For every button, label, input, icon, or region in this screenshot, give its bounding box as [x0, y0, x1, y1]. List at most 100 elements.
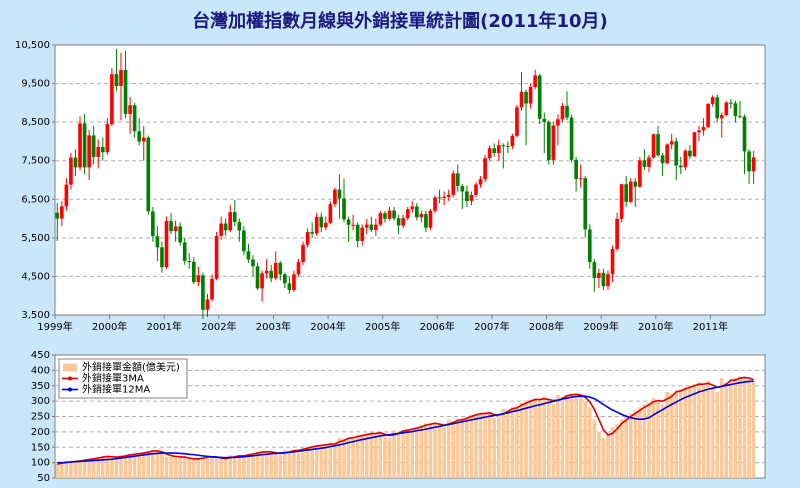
legend-marker [68, 387, 72, 392]
candle-body [651, 134, 656, 158]
bar [333, 444, 337, 478]
candle-body [146, 137, 151, 212]
candle-body [141, 137, 146, 142]
bar [533, 398, 537, 478]
bar [246, 454, 251, 478]
bar [442, 427, 446, 478]
bar [137, 454, 142, 478]
y-tick-label: 450 [31, 350, 50, 361]
candle-body [187, 261, 192, 262]
candle-body [642, 160, 647, 167]
legend-marker [68, 376, 72, 381]
bar [82, 459, 87, 478]
candle-body [342, 198, 346, 220]
candle-body [597, 272, 601, 278]
bar [292, 450, 296, 478]
candle-body [173, 226, 178, 232]
candle-body [678, 165, 683, 168]
candle-body [137, 131, 142, 142]
bar [251, 453, 255, 478]
bar [546, 401, 551, 478]
bar [283, 450, 287, 478]
candle-body [210, 278, 214, 300]
candle-body [205, 299, 210, 310]
bar [396, 431, 401, 478]
bar [264, 452, 269, 478]
candle-body [351, 224, 355, 226]
bar [415, 427, 419, 478]
candle-body [465, 191, 469, 202]
candle-body [110, 74, 114, 125]
bar [697, 382, 701, 478]
x-tick-label: 1999年 [37, 320, 72, 333]
bar [310, 445, 314, 478]
bar [383, 436, 387, 478]
bar [665, 391, 669, 478]
bar [323, 444, 328, 478]
bar [55, 464, 60, 478]
candle-body [392, 210, 396, 219]
candle-body [660, 155, 665, 164]
bar [69, 462, 73, 478]
candle-body [724, 102, 729, 116]
candle-body [633, 181, 638, 187]
candle-body [333, 189, 337, 205]
candle-body [374, 224, 378, 230]
candle-body [569, 117, 574, 160]
candle-body [96, 147, 101, 157]
candle-body [260, 273, 264, 289]
candle-body [665, 144, 669, 164]
chart-title: 台灣加權指數月線與外銷接單統計圖(2011年10月) [192, 10, 608, 32]
bar [729, 379, 733, 478]
candle-body [251, 259, 255, 267]
bar [515, 405, 519, 478]
candle-body [182, 242, 187, 261]
candle-body [178, 226, 182, 243]
bar [214, 457, 219, 478]
candle-body [346, 219, 351, 225]
candle-body [296, 262, 301, 275]
bar [178, 457, 182, 478]
bar [492, 418, 497, 478]
y-tick-label: 350 [31, 381, 50, 392]
candle-body [100, 147, 105, 153]
bar [78, 460, 82, 478]
legend-box [58, 358, 188, 399]
bar [747, 379, 751, 478]
candle-body [292, 274, 296, 291]
candle-body [528, 87, 533, 104]
candle-body [55, 212, 60, 219]
candle-body [742, 116, 747, 152]
candle-body [73, 157, 78, 168]
candle-body [278, 262, 283, 275]
x-tick-label: 2004年 [310, 320, 345, 333]
bar [119, 454, 123, 478]
bar [551, 404, 556, 478]
bar [574, 394, 578, 478]
bar [660, 404, 665, 478]
bar [337, 438, 342, 478]
legend-label: 外銷接單3MA [82, 372, 144, 385]
bar [255, 451, 260, 478]
bar [624, 416, 629, 478]
candle-body [287, 283, 292, 291]
bar [683, 387, 688, 478]
candle-body [387, 210, 392, 219]
candle-body [556, 119, 560, 126]
bar [610, 427, 615, 478]
bar [569, 393, 574, 478]
candle-body [747, 151, 751, 172]
bar [232, 456, 237, 478]
bar [387, 438, 392, 478]
bar [496, 414, 501, 478]
bar [524, 401, 528, 478]
candle-body [132, 105, 137, 132]
candle-body [715, 97, 720, 119]
candle-body [578, 178, 583, 180]
candle-body [360, 227, 365, 241]
candle-body [546, 121, 551, 160]
candle-body [246, 251, 251, 260]
bar [433, 422, 437, 478]
bar [374, 434, 378, 478]
